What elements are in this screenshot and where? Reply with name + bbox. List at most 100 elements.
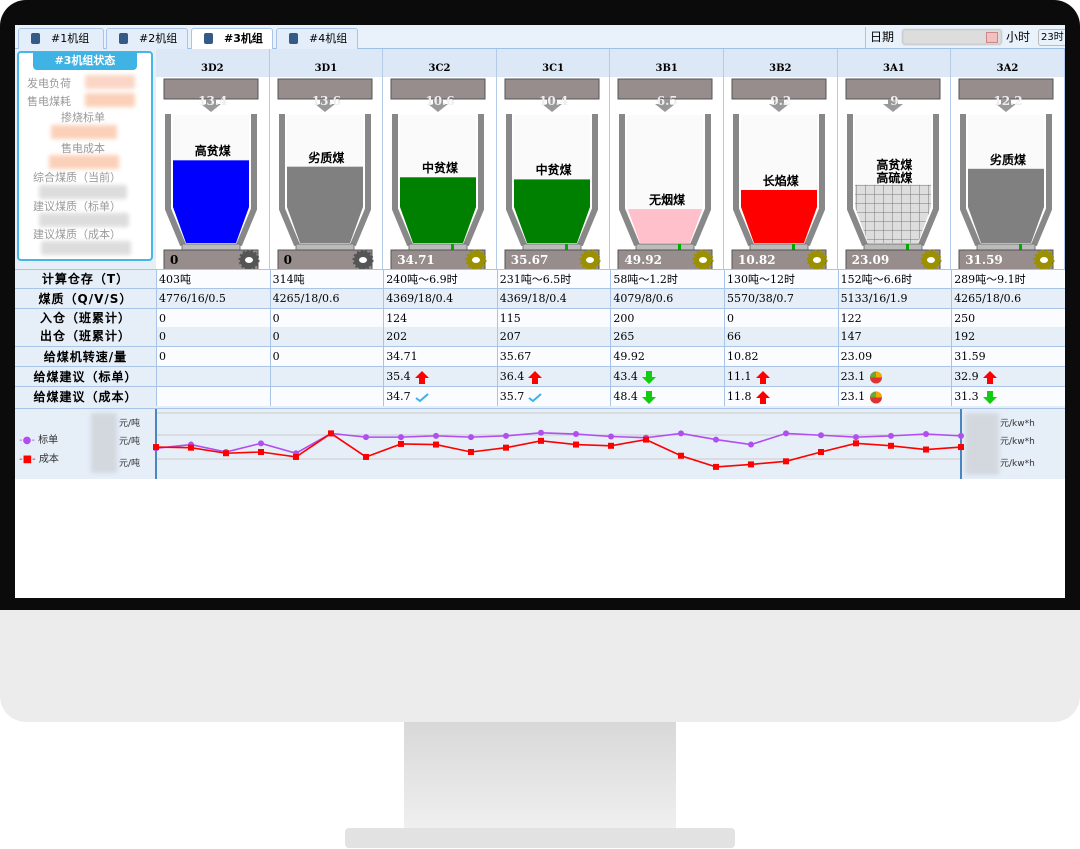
arrow-down-icon (314, 99, 335, 112)
data-point (853, 440, 859, 447)
advice-value: 36.4 (499, 370, 525, 383)
data-point (958, 432, 964, 439)
arrow-down-icon (979, 390, 997, 404)
coal-level-fill (513, 179, 590, 243)
table-row: 计算仓存（T） 403吨 314吨 240吨～6.9时 231吨～6.5时 58吨～1.2… (15, 269, 1065, 289)
row-label: 给煤建议（标单） (15, 367, 156, 387)
table-cell: 43.4 (610, 367, 724, 386)
status-label: 售电成本 (61, 142, 105, 155)
right-axis-units: 元/kw*h 元/kw*h 元/kw*h (1000, 419, 1035, 469)
table-cell: 35.7 (496, 387, 611, 406)
table-cell: 4369/18/0.4 (496, 289, 611, 308)
advice-value: 23.1 (840, 370, 866, 383)
table-row: 给煤建议（成本） 34.7 35.7 48.4 11.8 23.1 31.3 (15, 386, 1065, 407)
coal-level-fill (627, 209, 704, 243)
coal-bin[interactable]: 9.2 长焰煤 10.82 (724, 77, 838, 271)
feeder-speed: 23.09 (851, 253, 890, 267)
status-label: 建议煤质（标单） (33, 200, 121, 213)
chart-plot (153, 409, 964, 479)
feed-rate: 10.6 (425, 94, 455, 108)
table-row: 出仓（班累计） 0 0 202 207 265 66 147 192 (15, 327, 1065, 346)
arrow-up-icon (524, 370, 543, 384)
advice-value: 34.7 (386, 390, 411, 403)
table-cell: 0 (156, 327, 270, 346)
tab-unit-4[interactable]: #4机组 (276, 28, 358, 49)
pie-icon (865, 390, 883, 403)
coal-bin[interactable]: 13.4 高贫煤 0 (156, 77, 270, 271)
hour-select[interactable]: 23时 (1038, 29, 1065, 46)
data-point (783, 458, 789, 465)
arrow-down-icon (638, 390, 656, 404)
table-cell: 0 (269, 347, 384, 366)
table-cell: 147 (837, 327, 952, 346)
monitor-chin (0, 610, 1080, 722)
data-point (818, 449, 824, 455)
data-point (363, 453, 369, 460)
arrow-up-icon (752, 370, 770, 384)
redacted-value (39, 213, 129, 227)
clipboard-icon (119, 33, 128, 44)
redacted-value (85, 75, 135, 89)
table-cell: 31.59 (951, 347, 1065, 366)
redacted-axis-ticks (965, 413, 999, 475)
data-point (643, 436, 649, 443)
legend-marker-circle: -●- (19, 435, 35, 446)
coal-bin[interactable]: 10.6 中贫煤 34.71 (383, 77, 497, 271)
table-cell: 35.67 (496, 347, 611, 366)
tab-unit-1[interactable]: #1机组 (18, 28, 104, 49)
bin-graphic (845, 78, 942, 271)
data-point (328, 430, 334, 437)
advice-value: 32.9 (954, 370, 979, 383)
table-cell (269, 387, 384, 406)
table-cell: 10.82 (724, 347, 838, 366)
redacted-value (41, 241, 131, 255)
date-filter: 日期 小时 23时 (865, 27, 1065, 48)
calendar-icon[interactable] (986, 32, 998, 43)
table-cell: 207 (496, 327, 611, 346)
coal-cost-chart: -●- 标单 -■- 成本 元/吨 元/吨 元/吨 元/kw*h 元/kw*h 元/kw… (15, 408, 1065, 479)
redacted-value (39, 185, 127, 199)
legend-item-std: -●- 标单 (19, 435, 59, 446)
series-line (155, 432, 962, 468)
table-cell: 23.1 (837, 387, 952, 406)
data-point (503, 432, 509, 439)
tab-unit-2[interactable]: #2机组 (106, 28, 188, 49)
bin-graphic (390, 78, 487, 271)
table-row: 入仓（班累计） 0 0 124 115 200 0 122 250 (15, 308, 1065, 328)
clipboard-icon (204, 33, 213, 44)
table-cell: 130吨～12时 (724, 270, 838, 288)
status-title: #3机组状态 (33, 52, 137, 70)
table-cell: 265 (610, 327, 724, 346)
coal-bin[interactable]: 9 高贫煤 高硫煤 23.09 (837, 77, 952, 271)
data-point (713, 436, 719, 443)
table-cell (156, 367, 270, 386)
tab-unit-3[interactable]: #3机组 (191, 28, 273, 49)
redacted-value (49, 155, 119, 169)
advice-value: 35.4 (386, 370, 411, 383)
data-point (398, 434, 404, 441)
data-point (538, 429, 544, 436)
feeder-speed: 31.59 (965, 253, 1003, 267)
feed-rate: 9 (890, 94, 899, 108)
coal-bin[interactable]: 13.6 劣质煤 0 (269, 77, 384, 271)
table-cell: 0 (269, 309, 384, 327)
advice-value: 11.8 (727, 390, 752, 403)
table-cell: 0 (156, 309, 270, 327)
feed-rate: 9.2 (770, 94, 792, 108)
coal-bin[interactable]: 12.2 劣质煤 31.59 (951, 77, 1065, 271)
table-cell: 49.92 (610, 347, 724, 366)
coal-bin[interactable]: 10.4 中贫煤 35.67 (496, 77, 611, 271)
feeder-speed: 49.92 (624, 253, 662, 267)
feeder-speed: 0 (170, 253, 179, 267)
table-cell: 34.71 (383, 347, 497, 366)
coal-level-fill (286, 166, 363, 243)
data-point (258, 440, 264, 447)
coal-bin[interactable]: 6.5 无烟煤 49.92 (610, 77, 724, 271)
table-cell: 4369/18/0.4 (383, 289, 497, 308)
row-label: 给煤建议（成本） (15, 387, 156, 407)
check-icon (524, 390, 542, 403)
data-point (398, 440, 404, 447)
date-input[interactable] (902, 29, 1002, 45)
table-cell: 115 (496, 309, 611, 327)
arrow-up-icon (411, 370, 429, 384)
